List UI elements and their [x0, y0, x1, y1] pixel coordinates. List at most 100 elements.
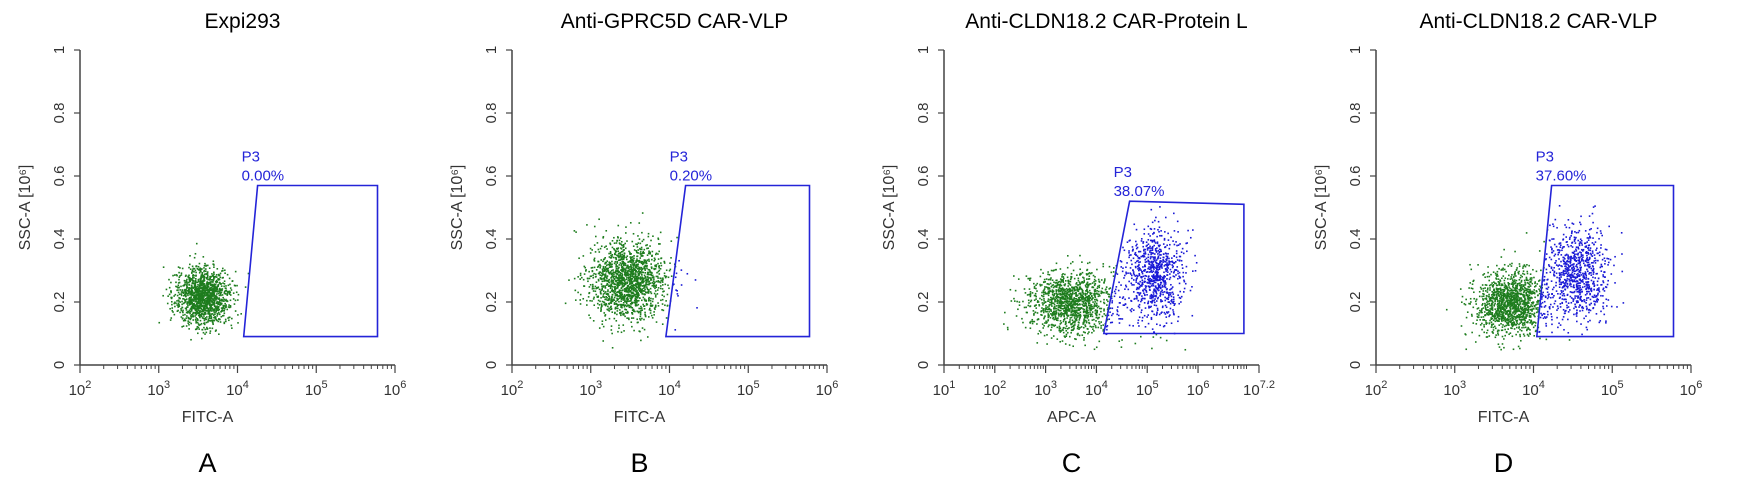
event [202, 313, 205, 316]
event [1097, 316, 1099, 319]
event [1043, 278, 1046, 281]
event [636, 267, 639, 270]
event [1066, 295, 1069, 298]
gated-event [1159, 260, 1162, 262]
event [1084, 301, 1087, 304]
event [219, 321, 222, 323]
event [597, 279, 600, 282]
event [598, 218, 600, 221]
gated-event [1171, 266, 1174, 269]
event [220, 299, 223, 302]
gated-event [1155, 294, 1157, 297]
event [1095, 320, 1097, 322]
gated-event [1159, 257, 1162, 260]
event [626, 255, 629, 257]
event [1018, 301, 1021, 303]
gate-p3[interactable] [664, 184, 811, 338]
event [215, 309, 217, 311]
event [609, 266, 612, 268]
event [207, 281, 210, 284]
event [624, 304, 627, 307]
event [641, 276, 643, 278]
event [630, 270, 632, 273]
event [616, 286, 619, 288]
event [635, 243, 637, 245]
event [604, 279, 606, 282]
event [620, 331, 623, 334]
event [201, 293, 204, 295]
event [1077, 309, 1079, 312]
event [1076, 289, 1079, 292]
event [196, 293, 198, 295]
event [191, 282, 194, 285]
event [621, 267, 624, 269]
event [1044, 322, 1046, 324]
event [618, 274, 620, 277]
event [191, 291, 194, 294]
event [623, 254, 626, 257]
event [601, 285, 603, 288]
event [657, 280, 660, 282]
event [203, 306, 205, 309]
event [211, 292, 214, 294]
event [1086, 286, 1088, 289]
event [228, 319, 230, 322]
event [649, 312, 652, 314]
gate-p3[interactable] [242, 184, 379, 338]
event [649, 251, 651, 254]
event [600, 292, 602, 295]
gated-event [1177, 231, 1179, 233]
event [219, 272, 222, 275]
event [1077, 284, 1080, 286]
event [1089, 292, 1092, 295]
event [609, 291, 612, 294]
event [209, 298, 212, 301]
gated-event [1150, 253, 1152, 256]
event [626, 282, 628, 285]
event [1059, 306, 1062, 308]
event [196, 306, 199, 309]
event [1080, 282, 1082, 285]
event [1079, 274, 1081, 276]
event [575, 231, 577, 233]
event [645, 265, 647, 268]
gated-event [1167, 311, 1170, 313]
event [194, 315, 197, 317]
event [643, 328, 646, 331]
event [191, 313, 194, 315]
event [612, 256, 615, 259]
event [200, 276, 202, 279]
event [1003, 323, 1005, 325]
event [635, 266, 638, 269]
event [1078, 303, 1080, 306]
event [214, 305, 217, 308]
event [655, 253, 657, 256]
event [623, 249, 625, 251]
gated-event [1168, 262, 1170, 264]
event [1078, 281, 1081, 283]
gated-event [1171, 264, 1174, 266]
event [636, 301, 638, 304]
event [1069, 295, 1071, 298]
gated-event [1168, 247, 1171, 250]
event [203, 270, 205, 273]
event [611, 293, 614, 296]
gated-event [1161, 311, 1163, 314]
gated-event [674, 329, 677, 331]
gated-event [1145, 275, 1148, 277]
event [170, 290, 172, 292]
event [617, 250, 620, 253]
event [649, 309, 652, 312]
event [1091, 307, 1094, 310]
event [1052, 302, 1055, 305]
event [612, 276, 615, 279]
event [627, 284, 630, 287]
event [581, 276, 583, 279]
gated-event [1158, 251, 1161, 254]
event [599, 247, 602, 250]
event [1024, 292, 1027, 294]
event [631, 306, 634, 309]
event [192, 300, 195, 302]
event [201, 291, 204, 294]
event [179, 289, 181, 291]
